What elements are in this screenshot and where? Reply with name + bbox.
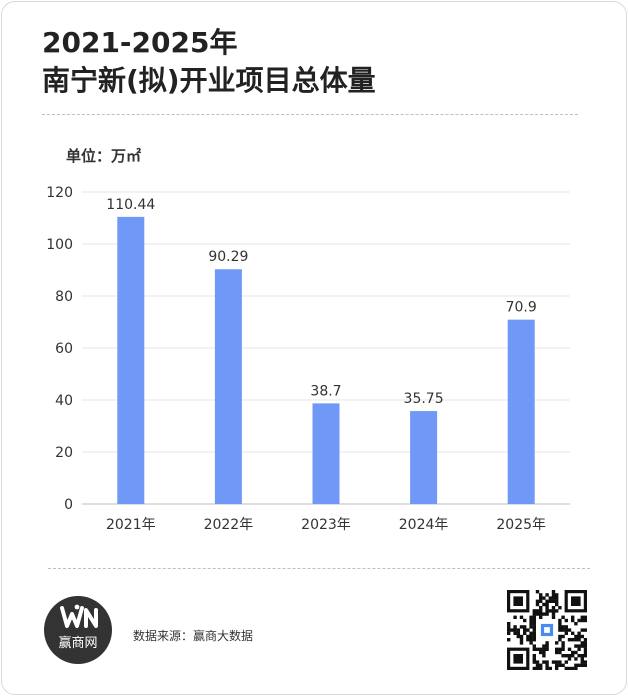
y-tick-label: 40 xyxy=(55,393,73,409)
y-tick-label: 60 xyxy=(55,341,73,357)
x-tick-label: 2023年 xyxy=(301,517,351,533)
winshang-logo-icon: 赢商网 xyxy=(44,596,112,664)
logo-name: 赢商网 xyxy=(58,636,98,651)
data-source: 数据来源：赢商大数据 xyxy=(133,629,254,643)
y-tick-label: 20 xyxy=(55,445,73,461)
y-tick-label: 100 xyxy=(46,237,73,253)
data-label: 38.7 xyxy=(310,383,341,399)
bar xyxy=(507,319,535,504)
chart-title: 2021-2025年 南宁新(拟)开业项目总体量 xyxy=(42,24,582,100)
bar xyxy=(410,411,438,504)
y-tick-label: 120 xyxy=(46,185,73,201)
y-tick-label: 0 xyxy=(64,497,73,513)
bar-chart: 0 20 40 60 80 100 120 110.44 2021年 90.29 2022年 38.7… xyxy=(46,185,570,533)
bar xyxy=(214,269,242,504)
data-label: 35.75 xyxy=(404,391,444,407)
x-tick-label: 2021年 xyxy=(106,517,156,533)
data-label: 90.29 xyxy=(208,249,248,265)
data-label: 110.44 xyxy=(106,197,155,213)
chart-title-line2: 南宁新(拟)开业项目总体量 xyxy=(42,64,376,97)
x-tick-label: 2022年 xyxy=(204,517,254,533)
logo-mark-icon xyxy=(60,604,98,628)
unit-label: 单位：万㎡ xyxy=(66,147,142,165)
chart-title-line1: 2021-2025年 xyxy=(42,26,238,59)
qr-code-icon xyxy=(507,590,587,670)
bottom-divider xyxy=(48,568,590,569)
x-tick-label: 2024年 xyxy=(399,517,449,533)
top-divider xyxy=(42,114,578,115)
y-tick-label: 80 xyxy=(55,289,73,305)
bar xyxy=(117,216,145,504)
x-tick-label: 2025年 xyxy=(496,517,546,533)
data-label: 70.9 xyxy=(506,300,537,316)
bar xyxy=(312,403,340,504)
